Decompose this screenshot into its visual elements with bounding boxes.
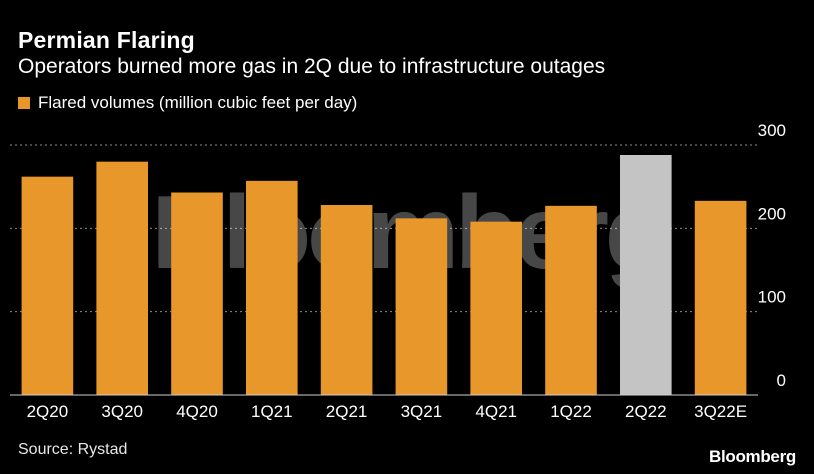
chart-subtitle: Operators burned more gas in 2Q due to i… xyxy=(18,55,606,78)
bar-1q22 xyxy=(545,205,597,395)
bar-4q21 xyxy=(470,221,523,395)
bar-3q22e xyxy=(694,200,747,395)
y-tick-label: 200 xyxy=(758,204,786,223)
legend: Flared volumes (million cubic feet per d… xyxy=(18,93,357,113)
bar-2q22 xyxy=(619,155,672,395)
x-tick-label: 1Q21 xyxy=(251,402,293,421)
x-axis-ticks: 2Q20 3Q20 4Q20 1Q21 2Q21 3Q21 4Q21 1Q22 2Q22 3Q22… xyxy=(27,402,747,421)
x-tick-label: 3Q20 xyxy=(101,402,143,421)
x-tick-label: 3Q22E xyxy=(694,402,747,421)
bar-1q21 xyxy=(245,180,298,395)
chart-title: Permian Flaring xyxy=(18,27,195,53)
bloomberg-logo: Bloomberg xyxy=(708,447,796,466)
bar-2q20 xyxy=(21,176,74,395)
bar-3q21 xyxy=(395,218,448,395)
x-tick-label: 4Q20 xyxy=(176,402,218,421)
bar-4q20 xyxy=(171,192,223,395)
legend-swatch xyxy=(18,97,30,109)
y-axis-ticks: 0 100 200 300 xyxy=(758,121,786,390)
bar-2q21 xyxy=(320,205,373,395)
y-tick-label: 100 xyxy=(758,288,786,307)
bar-3q20 xyxy=(96,161,149,395)
bars xyxy=(21,155,747,395)
x-tick-label: 4Q21 xyxy=(475,402,517,421)
x-tick-label: 2Q20 xyxy=(27,402,69,421)
legend-label: Flared volumes (million cubic feet per d… xyxy=(38,93,358,112)
y-tick-label: 0 xyxy=(777,371,786,390)
source-note: Source: Rystad xyxy=(18,441,128,458)
x-tick-label: 3Q21 xyxy=(401,402,443,421)
x-tick-label: 2Q22 xyxy=(625,402,667,421)
x-tick-label: 2Q21 xyxy=(326,402,368,421)
x-tick-label: 1Q22 xyxy=(550,402,592,421)
y-tick-label: 300 xyxy=(758,121,786,140)
